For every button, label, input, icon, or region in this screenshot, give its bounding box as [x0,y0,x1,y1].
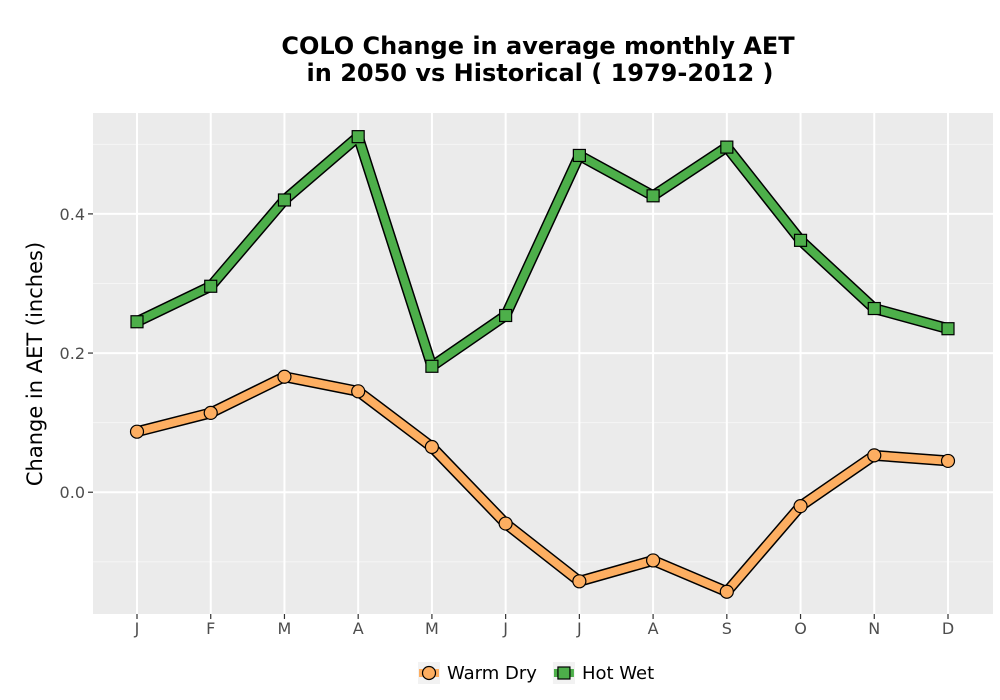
data-point-hot-wet [351,130,365,144]
legend-marker-warm-dry [421,665,437,681]
data-point-warm-dry [129,424,145,439]
data-point-hot-wet [867,301,881,316]
legend: Warm Dry Hot Wet [418,662,654,684]
x-tick-label: M [425,619,439,638]
y-axis: 0.0 0.2 0.4 [60,205,93,502]
legend-label-warm-dry: Warm Dry [447,663,537,684]
data-point-hot-wet [277,193,292,207]
x-tick-label: A [353,619,364,638]
y-tick-label: 0.0 [60,483,85,502]
x-tick-label: N [868,619,880,638]
data-point-hot-wet [499,308,513,323]
x-tick-label: J [576,619,582,638]
x-tick-label: M [278,619,292,638]
data-point-warm-dry [572,574,587,589]
x-tick-label: F [206,619,215,638]
legend-label-hot-wet: Hot Wet [582,663,654,684]
data-point-hot-wet [941,322,955,336]
x-tick-label: S [722,619,732,638]
data-point-warm-dry [645,553,661,568]
data-point-warm-dry [940,453,956,469]
data-point-warm-dry [351,384,366,399]
y-tick-label: 0.2 [60,344,85,363]
x-tick-label: O [794,619,807,638]
data-point-warm-dry [498,516,513,531]
data-point-warm-dry [719,584,734,599]
x-tick-label: D [942,619,954,638]
data-point-warm-dry [277,369,292,384]
series-line-warm-dry [133,372,952,596]
grid-major [93,113,993,614]
chart-title: COLO Change in average monthly AET in 20… [281,32,795,87]
x-tick-label: J [134,619,140,638]
data-point-warm-dry [867,448,882,463]
data-point-hot-wet [793,233,808,247]
y-axis-title: Change in AET (inches) [23,242,47,486]
data-point-hot-wet [204,279,218,293]
plot-panel [93,113,993,614]
chart-title-line-1: COLO Change in average monthly AET [281,32,795,60]
data-point-hot-wet [130,315,144,329]
chart-title-line-2: in 2050 vs Historical ( 1979-2012 ) [307,59,774,87]
x-tick-label: J [502,619,508,638]
data-point-hot-wet [720,140,734,154]
data-point-warm-dry [424,439,440,455]
legend-marker-hot-wet [557,666,571,680]
grid-minor [93,143,993,563]
x-tick-label: A [648,619,659,638]
data-point-hot-wet [425,359,439,373]
data-point-hot-wet [572,148,586,163]
data-point-warm-dry [203,405,218,421]
y-tick-label: 0.4 [60,205,85,224]
series-layer [129,130,956,599]
data-point-hot-wet [646,189,660,203]
series-line-hot-wet [133,132,952,371]
data-point-warm-dry [793,499,808,514]
